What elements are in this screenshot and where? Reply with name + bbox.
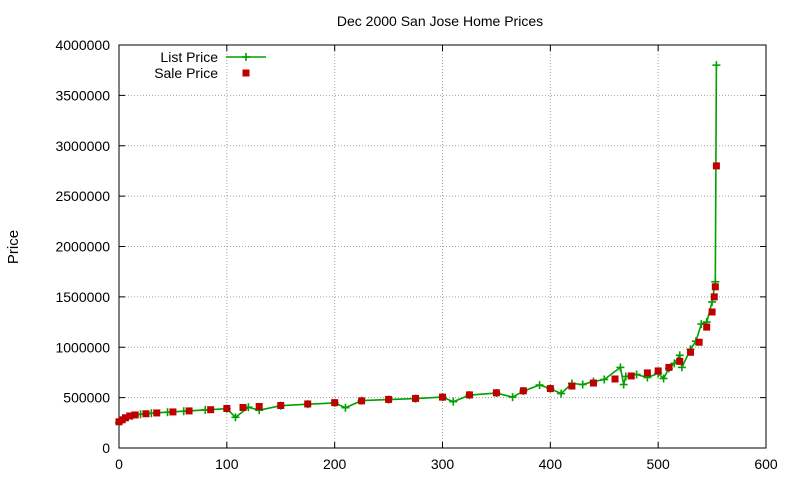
data-point [385,395,393,403]
data-point [126,412,134,420]
data-point [231,413,240,422]
data-point [412,394,420,402]
data-point [142,410,150,418]
legend-swatch-marker [242,69,250,77]
y-tick-label: 1000000 [55,339,110,355]
x-tick-label: 300 [431,456,455,472]
data-point [568,382,576,390]
data-point [153,409,161,417]
data-point [169,408,177,416]
data-point [712,61,721,70]
grid [119,45,766,448]
y-tick-label: 4000000 [55,37,110,53]
data-point [589,379,597,387]
data-point [619,380,628,389]
data-point [304,400,312,408]
data-point [600,375,609,384]
data-point [611,375,619,383]
chart-title: Dec 2000 San Jose Home Prices [337,13,543,29]
data-point [627,372,635,380]
y-tick-label: 2000000 [55,239,110,255]
data-point [546,385,554,393]
data-point [449,397,458,406]
data-point [711,283,719,291]
data-point [654,367,662,375]
y-tick-label: 500000 [63,390,110,406]
legend-label: Sale Price [154,65,218,81]
y-tick-label: 1500000 [55,289,110,305]
axis-ticks: 0 500000 1000000 1500000 2000000 2500000 30000… [55,37,777,472]
y-axis-label: Price [5,230,22,264]
data-point [578,380,587,389]
series-sale-price [115,162,720,426]
x-tick-label: 600 [754,456,778,472]
data-point [508,393,517,402]
data-point [665,363,673,371]
data-point [185,407,193,415]
legend-swatch-marker [242,53,250,61]
data-point [465,391,473,399]
data-point [131,411,139,419]
data-point [535,381,544,390]
x-tick-label: 500 [646,456,670,472]
data-point [439,393,446,401]
x-tick-label: 200 [323,456,347,472]
data-point [341,403,350,412]
data-point [207,406,215,414]
data-point [331,399,339,407]
data-point [659,374,668,383]
y-tick-label: 3500000 [55,87,110,103]
data-point [687,348,695,356]
data-point [239,403,247,411]
data-point [121,414,129,422]
x-tick-label: 0 [115,456,123,472]
y-tick-label: 0 [102,440,110,456]
legend-label: List Price [160,49,218,65]
data-point [557,389,566,398]
y-tick-label: 3000000 [55,138,110,154]
data-point [616,363,625,372]
data-point [643,369,651,377]
data-point [703,323,711,331]
data-point [708,308,716,316]
series-layer [115,61,721,427]
data-point [255,402,263,410]
data-point [358,397,366,405]
data-point [695,338,703,346]
x-tick-label: 400 [539,456,563,472]
data-point [223,405,231,413]
data-point [492,389,500,397]
data-point [712,162,720,170]
data-point [519,387,527,395]
data-point [710,293,718,301]
data-point [277,401,285,409]
y-tick-label: 2500000 [55,188,110,204]
data-point [676,357,684,365]
x-tick-label: 100 [215,456,239,472]
